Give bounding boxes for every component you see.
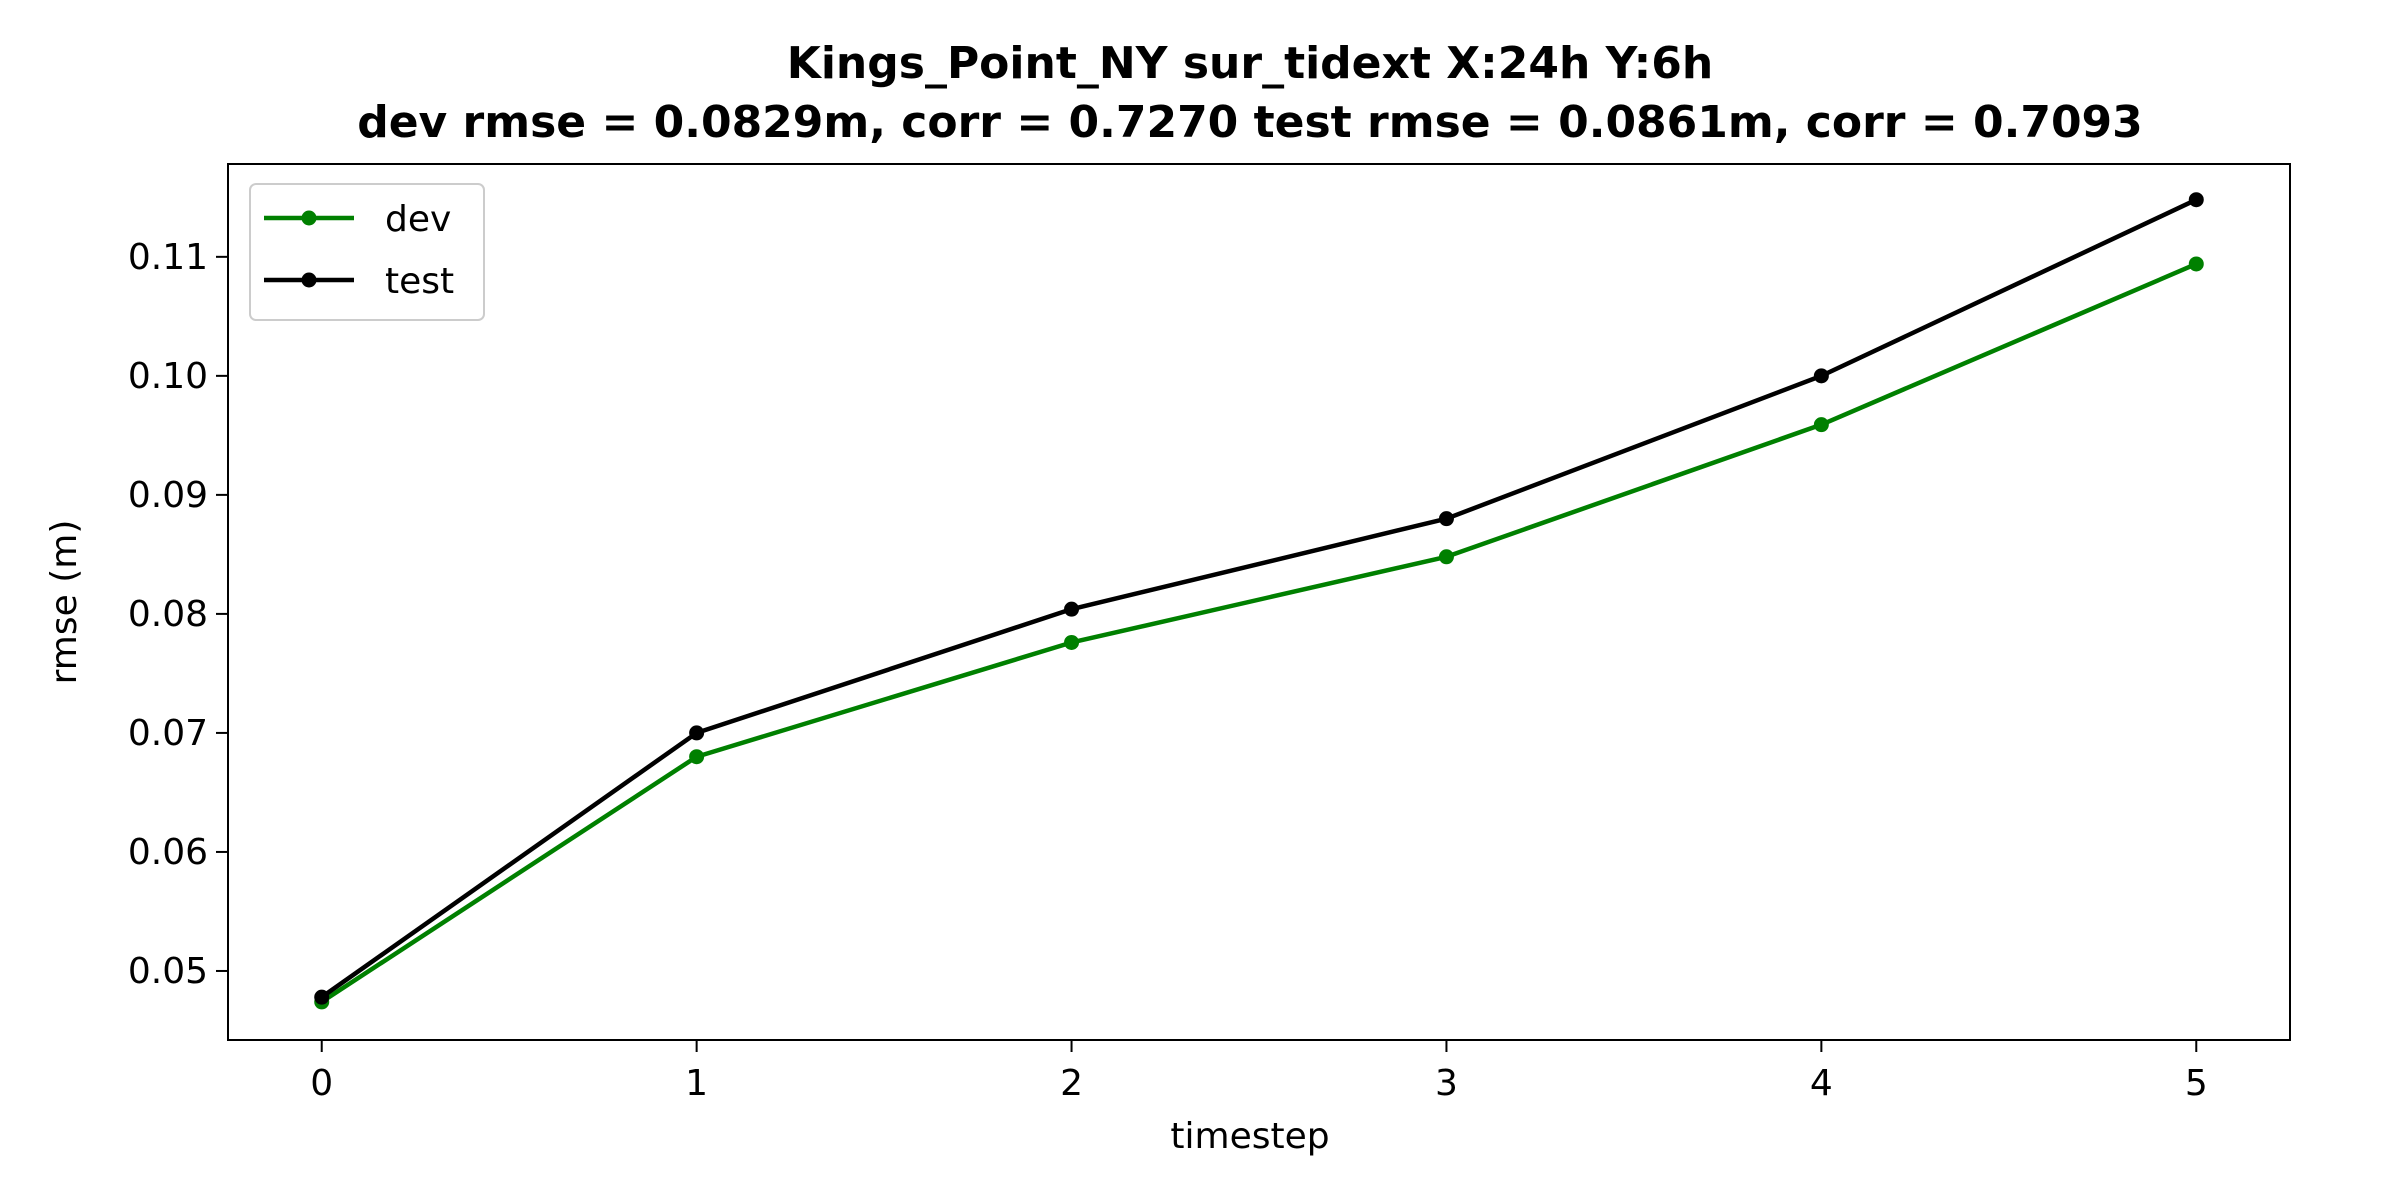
data-point-test (689, 725, 705, 741)
data-point-dev (1438, 549, 1454, 565)
legend: dev test (249, 183, 485, 321)
series-line-dev (320, 261, 2198, 1004)
x-axis-label: timestep (1170, 1116, 1329, 1157)
y-tick-label: 0.10 (128, 356, 208, 397)
y-tick-label: 0.05 (128, 951, 208, 992)
data-point-test (1064, 601, 1080, 617)
x-tick-label: 1 (685, 1063, 708, 1104)
plot-frame (227, 163, 2291, 1041)
data-point-test (1438, 511, 1454, 527)
y-tick-label: 0.09 (128, 475, 208, 516)
data-point-dev (1813, 417, 1829, 433)
data-point-test (2188, 192, 2204, 208)
x-tick-label: 5 (2185, 1063, 2208, 1104)
legend-label-test: test (385, 261, 454, 302)
chart-title: Kings_Point_NY sur_tidext X:24h Y:6h (787, 38, 1713, 89)
chart-subtitle: dev rmse = 0.0829m, corr = 0.7270 test r… (357, 97, 2143, 148)
y-tick-label: 0.11 (128, 237, 208, 278)
legend-label-dev: dev (385, 199, 451, 240)
data-point-dev (2188, 256, 2204, 272)
plot-area: 0.05 0.06 0.07 0.08 0.09 0.10 0.11 0 1 2 3 4 5 (128, 163, 2291, 1104)
x-tick-label: 3 (1435, 1063, 1458, 1104)
y-tick-label: 0.07 (128, 713, 208, 754)
data-point-test (1813, 368, 1829, 384)
y-tick-label: 0.06 (128, 832, 208, 873)
data-point-test (314, 989, 330, 1005)
y-tick-label: 0.08 (128, 594, 208, 635)
x-tick-label: 0 (310, 1063, 333, 1104)
x-tick-label: 2 (1060, 1063, 1083, 1104)
x-tick-label: 4 (1810, 1063, 1833, 1104)
data-point-dev (1064, 634, 1080, 650)
series-line-test (320, 197, 2198, 999)
data-point-dev (689, 749, 705, 765)
y-axis-label: rmse (m) (44, 520, 85, 685)
legend-marker-dev (301, 210, 317, 226)
legend-marker-test (301, 272, 317, 288)
